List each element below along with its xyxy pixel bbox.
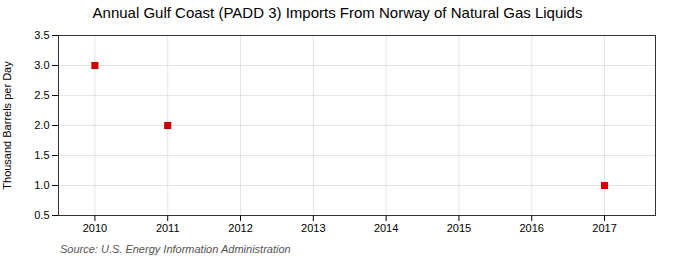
html-text:Source: U.S. Energy Informatio: Source: U.S. Energy Information Administ… [60,243,291,255]
svg-text:2014: 2014 [374,222,398,234]
html-text:Annual Gulf Coast (PADD 3) Imp: Annual Gulf Coast (PADD 3) Imports From … [92,4,583,21]
svg-text:2017: 2017 [592,222,616,234]
svg-text:2.5: 2.5 [34,89,49,101]
svg-text:1.0: 1.0 [34,179,49,191]
svg-text:2011: 2011 [156,222,180,234]
svg-text:2012: 2012 [228,222,252,234]
svg-text:2010: 2010 [83,222,107,234]
svg-text:2.0: 2.0 [34,119,49,131]
svg-text:2016: 2016 [519,222,543,234]
svg-text:0.5: 0.5 [34,209,49,221]
svg-text:Thousand Barrels per Day: Thousand Barrels per Day [1,61,13,190]
svg-text:2015: 2015 [447,222,471,234]
svg-text:2013: 2013 [301,222,325,234]
svg-text:3.5: 3.5 [34,29,49,41]
svg-text:3.0: 3.0 [34,59,49,71]
svg-text:1.5: 1.5 [34,149,49,161]
